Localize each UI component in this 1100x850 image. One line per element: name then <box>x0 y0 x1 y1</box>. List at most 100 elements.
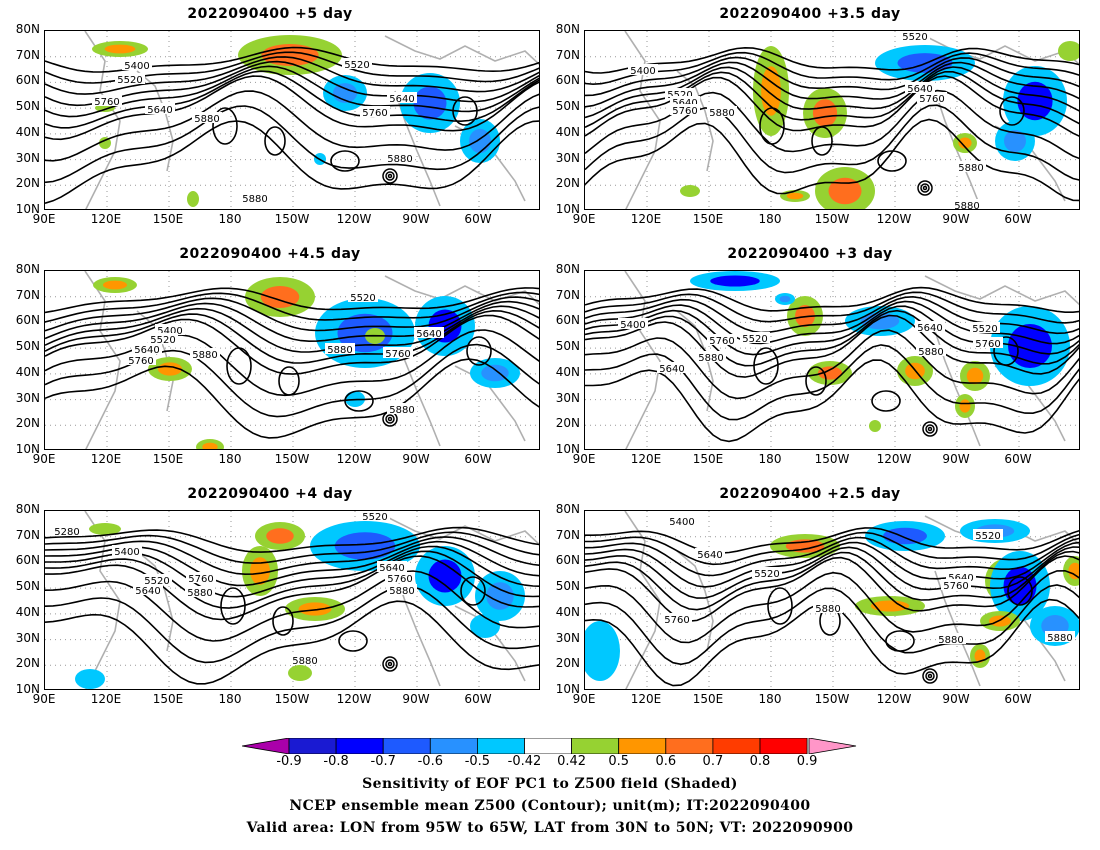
cyclone-contour <box>382 656 398 672</box>
contour-label: 5400 <box>157 326 182 337</box>
cyclone-contour <box>387 661 393 667</box>
z500-contour <box>585 555 1079 623</box>
contour-label-bg <box>122 59 152 70</box>
contour-label: 5760 <box>975 339 1000 350</box>
colorbar-tick-label: 0.6 <box>655 754 677 769</box>
lat-tick-label: 50N <box>555 339 580 354</box>
coastline <box>624 31 661 209</box>
closed-contour <box>753 347 779 385</box>
lon-tick-label: 90E <box>572 692 596 706</box>
contour-label-bg <box>657 362 687 373</box>
sensitivity-shading-core <box>974 649 986 663</box>
sensitivity-shading-core <box>202 442 218 449</box>
lat-tick-label: 10N <box>15 202 40 216</box>
colorbar-tick-label: -0.9 <box>276 754 302 769</box>
sensitivity-shading-core <box>966 367 984 385</box>
colorbar-tick-label: -0.8 <box>323 754 349 769</box>
map-panel: 2022090400 +4.5 day 80N 70N 60N 50N 40N 30N 20N… <box>0 240 540 466</box>
z500-contour <box>45 555 539 621</box>
closed-contour <box>278 366 300 396</box>
closed-contour <box>877 150 907 172</box>
lon-tick-label: 150E <box>692 212 724 226</box>
contour-label: 5520 <box>144 576 169 587</box>
lon-tick-label: 120W <box>336 212 372 226</box>
cyclone-contour <box>922 421 938 437</box>
contour-label: 5520 <box>667 90 692 101</box>
contour-label-bg <box>92 95 122 106</box>
closed-contour <box>993 336 1019 366</box>
lat-tick-label: 70N <box>15 287 40 302</box>
lon-tick-label: 90E <box>32 692 56 706</box>
contour-label: 5760 <box>664 615 689 626</box>
lat-tick-label: 80N <box>555 262 580 276</box>
contour-label-bg <box>946 571 976 582</box>
sensitivity-shading-core <box>1004 130 1026 152</box>
sensitivity-shading <box>680 185 700 197</box>
lat-tick-label: 20N <box>555 416 580 431</box>
colorbar-swatch <box>618 738 667 754</box>
z500-contour <box>45 550 539 609</box>
contour-label: 5880 <box>292 656 317 667</box>
sensitivity-shading-core <box>812 99 838 127</box>
lat-tick-label: 20N <box>15 416 40 431</box>
lon-tick-label: 120E <box>90 692 122 706</box>
z500-contour <box>585 329 1079 400</box>
cyclone-contour <box>382 168 398 184</box>
lon-tick-label: 90W <box>402 452 430 466</box>
colorbar-swatch <box>288 738 337 754</box>
contour-label: 5880 <box>187 588 212 599</box>
closed-contour <box>452 96 478 126</box>
z500-contour <box>45 314 539 375</box>
contour-label: 5880 <box>389 586 414 597</box>
contour-label: 5520 <box>117 75 142 86</box>
z500-contour <box>585 309 1079 367</box>
contour-label-bg <box>952 199 982 209</box>
lat-tick-label: 60N <box>15 313 40 328</box>
contour-label: 5760 <box>672 106 697 117</box>
coastline <box>384 35 539 66</box>
caption-line-3: Valid area: LON from 95W to 65W, LAT fro… <box>246 820 854 836</box>
contour-label: 5880 <box>242 194 267 205</box>
contour-label-bg <box>707 106 737 117</box>
contour-label-bg <box>662 613 692 624</box>
contour-label: 5400 <box>630 66 655 77</box>
sensitivity-shading-core <box>828 177 862 205</box>
lat-tick-label: 70N <box>15 47 40 62</box>
sensitivity-shading-core <box>334 532 396 560</box>
z500-contour <box>45 296 539 332</box>
contour-label: 5520 <box>975 531 1000 542</box>
contour-label-bg <box>142 574 172 585</box>
closed-contour <box>272 606 294 636</box>
colorbar-tick-label: -0.42 <box>507 754 542 769</box>
closed-contour <box>759 107 785 145</box>
lat-tick-label: 80N <box>15 262 40 276</box>
contour-label: 5760 <box>385 349 410 360</box>
contour-label: 5760 <box>94 97 119 108</box>
sensitivity-shading-core <box>266 528 294 544</box>
contour-label-bg <box>696 351 726 362</box>
z500-contour <box>45 570 539 642</box>
sensitivity-shading-core <box>1008 324 1052 368</box>
cyclone-contour <box>925 671 935 681</box>
contour-label: 5640 <box>948 573 973 584</box>
sensitivity-shading-core <box>250 557 270 585</box>
lon-tick-label: 150E <box>152 212 184 226</box>
z500-contour <box>45 585 539 664</box>
contour-label: 5760 <box>188 574 213 585</box>
colorbar-tick-label: -0.7 <box>370 754 396 769</box>
lat-tick-label: 50N <box>555 579 580 594</box>
z500-contour <box>585 61 1079 108</box>
contour-label: 5520 <box>150 335 175 346</box>
contour-label: 5520 <box>344 60 369 71</box>
contour-label: 5880 <box>938 635 963 646</box>
lat-tick-label: 70N <box>15 527 40 542</box>
contour-label-bg <box>618 318 648 329</box>
lon-tick-label: 150W <box>814 452 850 466</box>
contour-label: 5760 <box>128 356 153 367</box>
lat-tick-label: 80N <box>555 22 580 36</box>
colorbar <box>242 738 857 754</box>
contour-label-bg <box>667 515 697 526</box>
lon-tick-label: 120W <box>336 452 372 466</box>
contour-label: 5640 <box>389 94 414 105</box>
